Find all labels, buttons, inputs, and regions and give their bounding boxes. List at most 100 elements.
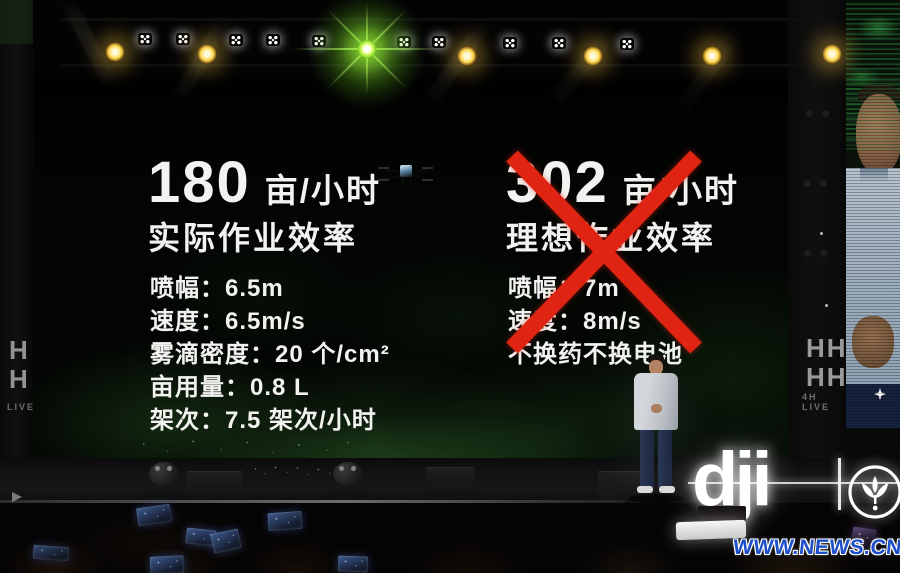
presenter-figure xyxy=(600,342,712,512)
warm-stage-light xyxy=(822,44,842,64)
spec-row: 架次：7.5 架次/小时 xyxy=(150,407,377,434)
green-speckle-band xyxy=(125,436,360,458)
led-cluster-light xyxy=(552,37,566,49)
warm-stage-light xyxy=(583,46,603,66)
stage-lights-rig xyxy=(0,0,900,113)
actual-unit: 亩/小时 xyxy=(264,172,381,209)
pillar-spark xyxy=(820,232,823,235)
spec-row: 亩用量：0.8 L xyxy=(150,374,310,401)
moving-head-base xyxy=(330,493,366,502)
hh-live-caption: 4H LIVE xyxy=(802,392,831,412)
presenter-hair xyxy=(648,354,664,364)
presenter-shirt xyxy=(634,373,678,430)
spec-row: 速度：6.5m/s xyxy=(150,308,306,335)
actual-headline: 180 亩/小时 xyxy=(148,154,493,212)
lectern-device xyxy=(698,506,746,521)
led-cluster-light xyxy=(266,34,280,46)
moving-head-eye xyxy=(339,466,344,471)
audience-phone xyxy=(32,544,70,562)
pillar-fixture-dot xyxy=(820,250,827,257)
pillar-fixture-dot xyxy=(806,110,813,117)
presenter-hands xyxy=(651,404,662,413)
news-watermark: WWW.NEWS.CN xyxy=(731,536,900,559)
pillar-fixture-dot xyxy=(804,180,811,187)
drone-icon xyxy=(378,160,433,190)
presenter-shadow xyxy=(628,494,684,503)
drone-leg xyxy=(401,177,403,187)
starburst-core xyxy=(358,40,376,58)
actual-subtitle: 实际作业效率 xyxy=(148,220,359,256)
green-speckle-band xyxy=(248,464,343,478)
actual-spec-list: 喷幅：6.5m 速度：6.5m/s 雾滴密度：20 个/cm² 亩用量：0.8 … xyxy=(150,272,493,437)
spark-logo-icon xyxy=(874,388,886,400)
actual-number: 180 xyxy=(148,150,251,215)
pillar-fixture-dot xyxy=(804,250,811,257)
presenter-closeup-face xyxy=(856,94,900,174)
moving-head-lens xyxy=(333,462,363,486)
light-beam xyxy=(58,0,117,85)
side-screen-scanlines xyxy=(846,80,900,150)
audience-phone xyxy=(337,555,369,573)
dji-agras-sprout-icon xyxy=(848,465,900,519)
led-cluster-light xyxy=(138,33,152,45)
warm-stage-light xyxy=(457,46,477,66)
led-cluster-light xyxy=(176,33,190,45)
led-cluster-light xyxy=(503,37,517,49)
drone-propeller xyxy=(378,167,389,169)
stage-equipment-box xyxy=(426,467,474,496)
right-pillar: HH HH 4H LIVE xyxy=(788,0,846,508)
pillar-green-tint xyxy=(0,0,33,44)
moving-head-base xyxy=(146,493,182,502)
audience-phone xyxy=(149,555,185,573)
pillar-spark xyxy=(825,304,828,307)
light-truss xyxy=(60,18,800,21)
moving-head-eye xyxy=(351,466,356,471)
warm-stage-light xyxy=(197,44,217,64)
audience-phone xyxy=(267,510,303,532)
moving-head-eye xyxy=(155,466,160,471)
drone-leg xyxy=(410,177,412,187)
pillar-fixture-dot xyxy=(822,110,829,117)
green-starburst-light xyxy=(292,0,442,112)
moving-head-lens xyxy=(149,462,179,486)
side-screen-lower-band xyxy=(846,384,900,428)
led-cluster-light xyxy=(432,36,446,48)
drone-propeller xyxy=(422,179,433,181)
logo-baseline xyxy=(688,482,900,484)
warm-stage-light xyxy=(702,46,722,66)
left-pillar: H H LIVE xyxy=(0,0,33,508)
logo-separator-bar xyxy=(838,458,841,510)
light-truss xyxy=(60,64,800,67)
main-projection-screen: 180 亩/小时 实际作业效率 喷幅：6.5m 速度：6.5m/s 雾滴密度：20… xyxy=(33,78,788,462)
moving-head-light xyxy=(330,460,366,502)
led-cluster-light xyxy=(229,34,243,46)
side-screen-scan-overlay xyxy=(846,0,900,478)
hh-live-logo: H H xyxy=(9,335,30,394)
side-screen xyxy=(846,0,900,478)
drone-body xyxy=(400,165,412,177)
rejection-cross-icon xyxy=(506,150,702,354)
stage-side-marker xyxy=(12,492,22,502)
hh-live-logo: HH HH xyxy=(806,333,848,392)
stage-front-edge xyxy=(0,500,625,503)
drone-propeller xyxy=(422,167,433,169)
led-cluster-light xyxy=(620,38,634,50)
spec-row: 雾滴密度：20 个/cm² xyxy=(150,341,390,368)
spec-row: 喷幅：6.5m xyxy=(150,275,284,302)
pillar-fixture-dot xyxy=(820,180,827,187)
presenter-leg xyxy=(640,430,654,487)
drone-propeller xyxy=(378,179,389,181)
moving-head-light xyxy=(146,460,182,502)
presenter-shoe xyxy=(659,486,675,493)
stage-equipment-box xyxy=(186,471,242,497)
presenter-closeup-collar xyxy=(860,168,888,182)
presenter-leg xyxy=(658,430,672,487)
presenter-closeup-hands xyxy=(852,316,894,368)
presenter-shoe xyxy=(637,486,653,493)
cross-stroke xyxy=(506,150,702,354)
moving-head-eye xyxy=(167,466,172,471)
light-beam xyxy=(676,26,743,113)
warm-stage-light xyxy=(105,42,125,62)
presenter-face xyxy=(649,360,663,375)
